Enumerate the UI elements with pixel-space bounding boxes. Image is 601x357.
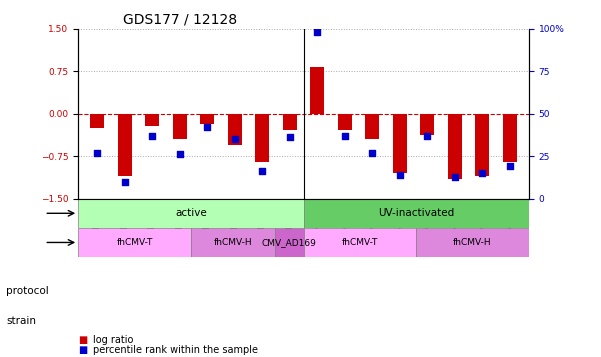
Point [340, 133, 350, 139]
Bar [475, 114, 489, 176]
Text: ■: ■ [78, 346, 87, 356]
Bar [365, 114, 379, 139]
Text: strain: strain [6, 316, 36, 326]
Point [313, 29, 322, 35]
Text: UV-inactivated: UV-inactivated [378, 208, 454, 218]
Bar [173, 114, 187, 139]
Point [395, 172, 404, 178]
Text: fhCMV-H: fhCMV-H [453, 238, 492, 247]
Point [203, 124, 212, 130]
Bar [145, 114, 159, 126]
Point [93, 150, 102, 156]
Point [285, 135, 294, 140]
Bar [91, 114, 104, 128]
Bar [393, 114, 406, 173]
Text: CMV_AD169: CMV_AD169 [262, 238, 317, 247]
Bar [283, 114, 297, 130]
Point [505, 164, 514, 169]
Text: active: active [175, 208, 207, 218]
Point [147, 133, 157, 139]
FancyBboxPatch shape [78, 199, 304, 228]
FancyBboxPatch shape [191, 228, 275, 257]
Text: fhCMV-T: fhCMV-T [116, 238, 153, 247]
Point [257, 169, 267, 174]
Point [230, 136, 240, 142]
Bar [201, 114, 214, 124]
Bar [338, 114, 352, 130]
Bar [310, 67, 324, 114]
Bar [255, 114, 269, 162]
Point [367, 150, 377, 156]
Bar [118, 114, 132, 176]
Point [423, 133, 432, 139]
FancyBboxPatch shape [416, 228, 529, 257]
Text: protocol: protocol [6, 286, 49, 296]
Text: fhCMV-T: fhCMV-T [341, 238, 378, 247]
Text: fhCMV-H: fhCMV-H [214, 238, 252, 247]
Point [450, 174, 460, 180]
Text: log ratio: log ratio [93, 335, 133, 345]
FancyBboxPatch shape [78, 228, 191, 257]
Bar [228, 114, 242, 145]
Point [175, 152, 185, 157]
Text: percentile rank within the sample: percentile rank within the sample [93, 346, 258, 356]
Bar [503, 114, 516, 162]
Text: GDS177 / 12128: GDS177 / 12128 [123, 12, 237, 26]
Bar [448, 114, 462, 179]
Bar [420, 114, 434, 135]
Point [477, 170, 487, 176]
FancyBboxPatch shape [304, 199, 529, 228]
FancyBboxPatch shape [275, 228, 304, 257]
Point [120, 179, 130, 185]
Text: ■: ■ [78, 335, 87, 345]
FancyBboxPatch shape [304, 228, 416, 257]
